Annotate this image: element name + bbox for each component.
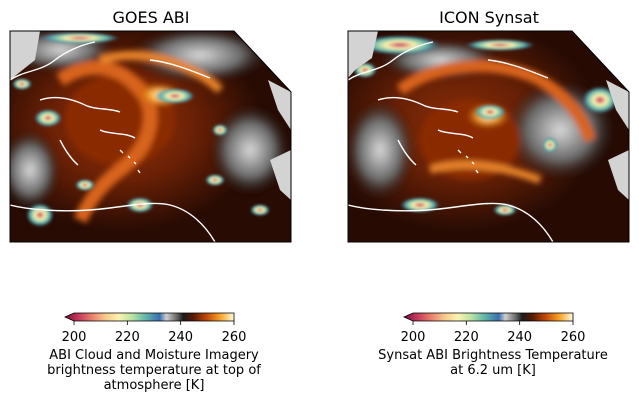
colorbar-ticks-goes: 200 220 240 260 <box>62 321 247 345</box>
map-panel-goes <box>9 30 292 243</box>
heatmap-icon <box>348 31 629 242</box>
map-frame-goes <box>9 30 292 243</box>
heatmap-goes <box>10 31 291 242</box>
colorbar-label-goes: ABI Cloud and Moisture Imagery brightnes… <box>47 348 261 393</box>
colorbar-tick-label-goes: 200 <box>62 330 87 345</box>
map-frame-icon <box>347 30 630 243</box>
chart-title-goes: GOES ABI <box>112 8 190 27</box>
coastlines-goes <box>10 41 216 242</box>
colorbar-goes: 200 220 240 260 <box>62 312 247 345</box>
colorbar-tick-label-icon: 220 <box>454 330 479 345</box>
colorbar-icon: 200 220 240 260 <box>401 312 586 345</box>
colorbar-tick-label-icon: 240 <box>507 330 532 345</box>
colorbar-tick-label-goes: 240 <box>168 330 193 345</box>
colorbar-label-icon: Synsat ABI Brightness Temperature at 6.2… <box>378 348 608 378</box>
colorbar-tick-label-icon: 260 <box>561 330 586 345</box>
map-panel-icon <box>347 30 630 243</box>
chart-title-icon: ICON Synsat <box>439 8 539 27</box>
colorbar-tick-label-goes: 260 <box>222 330 247 345</box>
coastlines-icon <box>348 41 554 242</box>
colorbar-ticks-icon: 200 220 240 260 <box>401 321 586 345</box>
colorbar-tick-label-icon: 200 <box>401 330 426 345</box>
colorbar-tick-label-goes: 220 <box>115 330 140 345</box>
